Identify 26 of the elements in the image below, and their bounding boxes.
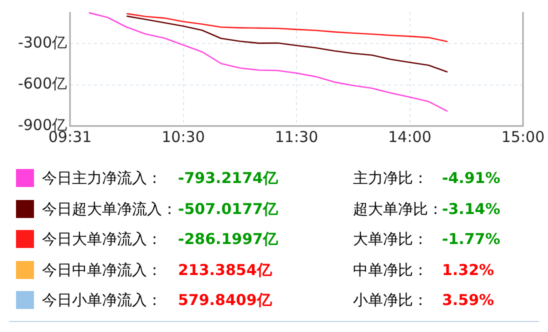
text: -1.77% — [442, 229, 500, 250]
text: 超大单净比： — [353, 198, 443, 220]
legend-label: 今日主力净流入： — [42, 168, 162, 189]
x-tick-label: 10:30 — [162, 128, 205, 146]
text: 3.59% — [442, 290, 494, 311]
text: -793.2174亿 — [178, 168, 278, 189]
text: -3.14% — [442, 198, 500, 220]
text: 大单净比： — [353, 229, 428, 250]
text: 579.8409亿 — [178, 290, 272, 311]
text: 1.32% — [442, 260, 494, 280]
legend-label: 今日大单净流入： — [42, 229, 162, 250]
legend-label: 今日中单净流入： — [42, 260, 162, 280]
text: -507.0177亿 — [178, 198, 278, 220]
x-tick-label: 11:30 — [274, 128, 318, 146]
text: 中单净比： — [353, 260, 428, 280]
text: 213.3854亿 — [178, 260, 272, 280]
x-tick-label: 14:00 — [388, 128, 432, 146]
text: 主力净比： — [353, 168, 428, 189]
legend-label: 今日超大单净流入： — [42, 198, 177, 220]
legend-label: 今日小单净流入： — [42, 290, 162, 311]
text: -4.91% — [442, 168, 500, 189]
x-tick-label: 15:00 — [501, 128, 545, 146]
y-tick-label: -300亿 — [18, 33, 67, 52]
y-tick-label: -600亿 — [18, 74, 67, 93]
text: 小单净比： — [353, 290, 428, 311]
text: -286.1997亿 — [178, 229, 278, 250]
